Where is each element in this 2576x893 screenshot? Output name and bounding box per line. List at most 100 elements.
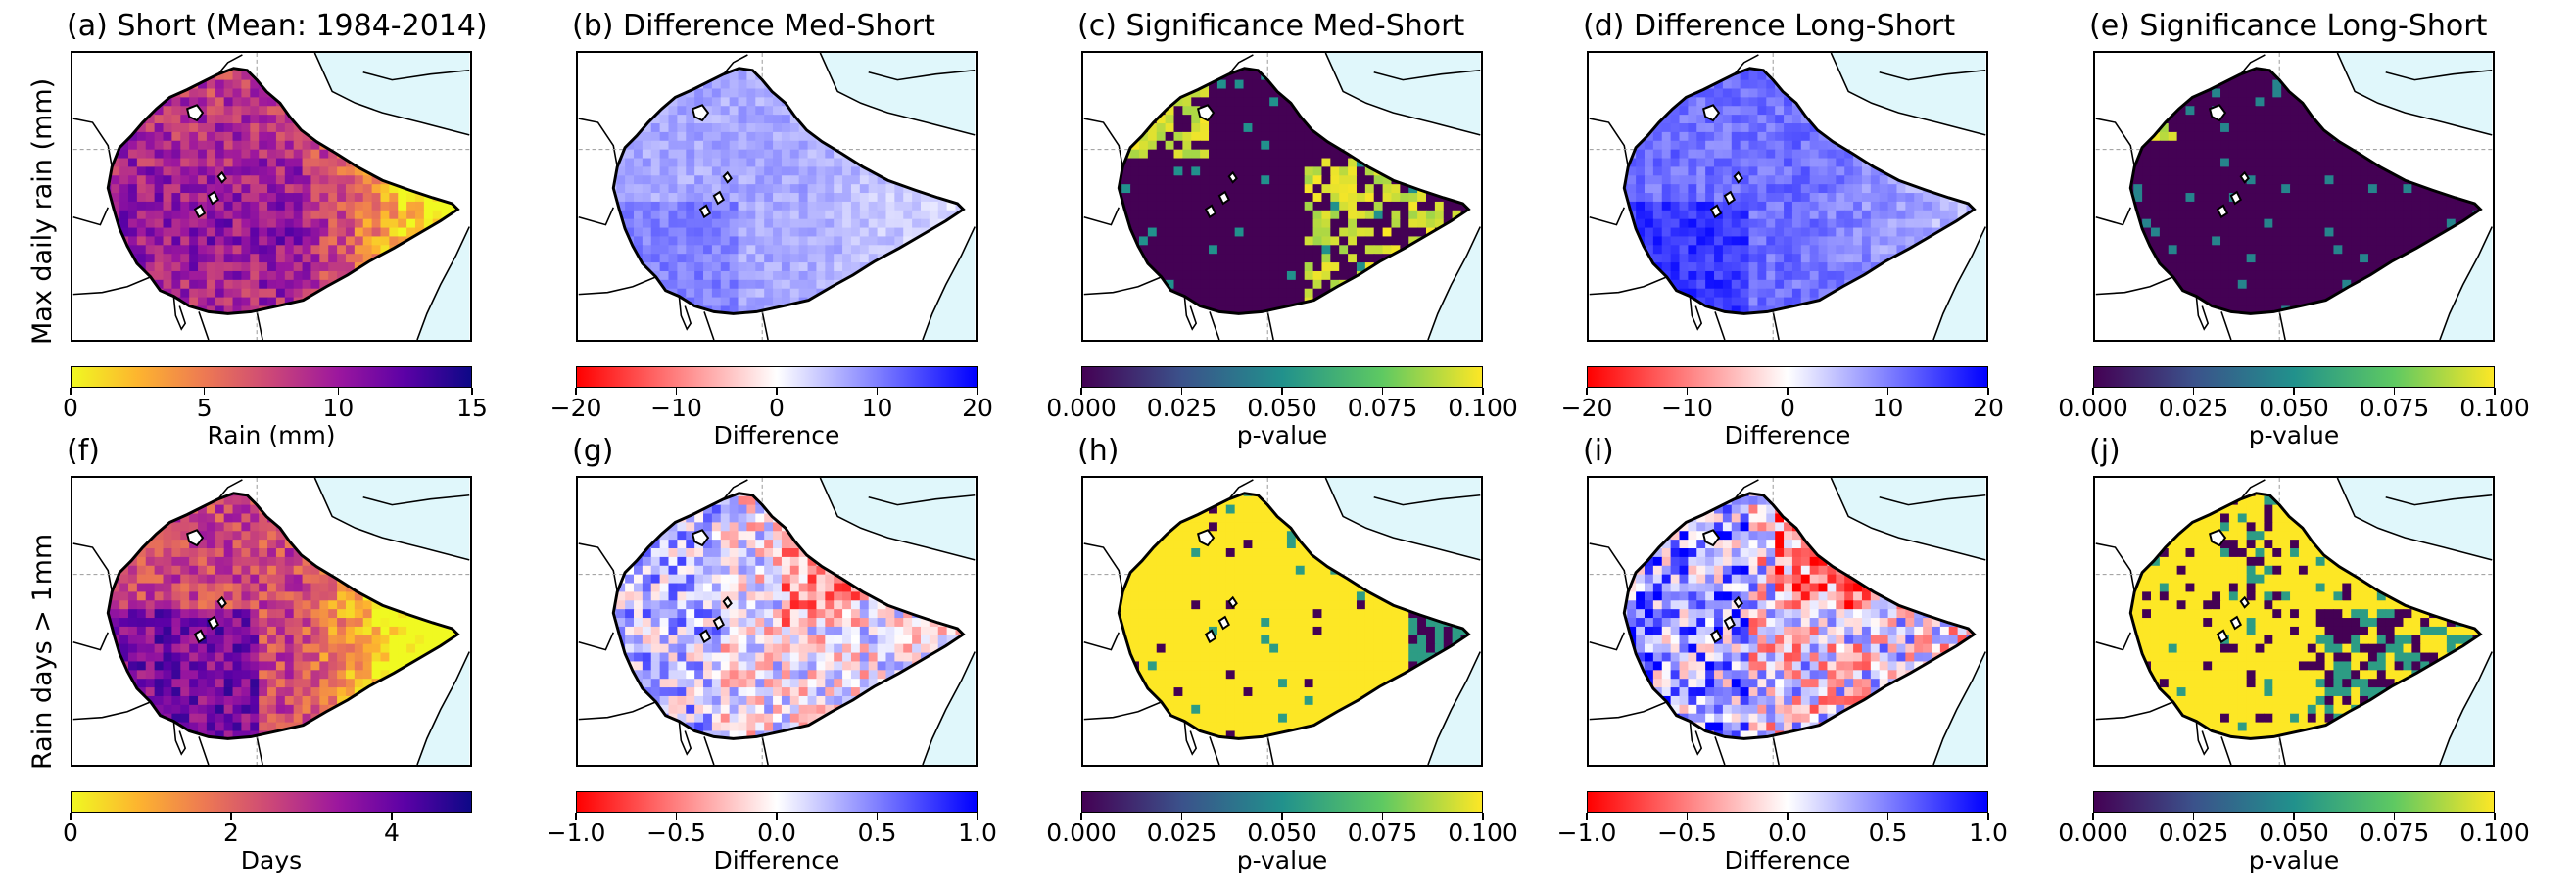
grid-cell xyxy=(869,314,878,323)
grid-cell xyxy=(310,193,320,203)
grid-cell xyxy=(1688,236,1697,246)
grid-cell xyxy=(189,210,199,220)
grid-cell xyxy=(1766,236,1776,246)
grid-cell xyxy=(1364,140,1375,151)
grid-cell xyxy=(1861,245,1872,255)
grid-cell xyxy=(1216,149,1227,160)
grid-cell xyxy=(1417,140,1427,151)
grid-cell xyxy=(1679,106,1689,116)
grid-cell xyxy=(1931,254,1941,263)
grid-cell xyxy=(119,314,128,323)
grid-cell xyxy=(215,79,225,90)
grid-cell xyxy=(773,270,783,281)
grid-cell xyxy=(398,123,407,133)
grid-cell xyxy=(1775,279,1785,290)
grid-cell xyxy=(738,149,748,160)
grid-cell xyxy=(1957,175,1968,185)
grid-cell xyxy=(293,97,304,107)
grid-cell xyxy=(1382,149,1393,160)
grid-cell xyxy=(807,218,818,229)
grid-cell xyxy=(825,201,835,212)
grid-cell xyxy=(1391,279,1401,290)
grid-cell xyxy=(241,297,251,307)
grid-cell xyxy=(1914,270,1924,281)
grid-cell xyxy=(241,254,251,263)
grid-cell xyxy=(328,106,338,116)
grid-cell xyxy=(1748,79,1759,90)
grid-cell xyxy=(746,158,756,168)
grid-cell xyxy=(738,245,748,255)
grid-cell xyxy=(711,262,722,272)
grid-cell xyxy=(894,306,904,314)
grid-cell xyxy=(1861,149,1872,160)
grid-cell xyxy=(1905,131,1915,142)
grid-cell xyxy=(293,175,304,185)
grid-cell xyxy=(111,175,120,185)
grid-cell xyxy=(1679,166,1689,176)
grid-cell xyxy=(1757,218,1767,229)
grid-cell xyxy=(250,79,260,90)
grid-cell xyxy=(1914,254,1924,263)
grid-cell xyxy=(380,210,390,220)
grid-cell xyxy=(1434,270,1445,281)
grid-cell xyxy=(171,149,181,160)
grid-cell xyxy=(1330,210,1340,220)
grid-cell xyxy=(720,88,731,98)
grid-cell xyxy=(319,166,329,176)
grid-cell xyxy=(1740,236,1750,246)
grid-cell xyxy=(1304,210,1314,220)
grid-cell xyxy=(1348,131,1358,142)
grid-cell xyxy=(1295,115,1306,124)
grid-cell xyxy=(964,175,973,184)
grid-cell xyxy=(1748,166,1759,176)
grid-cell xyxy=(1791,201,1802,212)
grid-cell xyxy=(1661,166,1672,176)
grid-cell xyxy=(223,166,234,176)
grid-cell xyxy=(659,245,670,255)
grid-cell xyxy=(1652,79,1663,90)
grid-cell xyxy=(206,106,216,116)
grid-cell xyxy=(1156,245,1167,255)
grid-cell xyxy=(108,297,112,307)
grid-cell xyxy=(302,140,312,151)
grid-cell xyxy=(1417,158,1427,168)
grid-cell xyxy=(842,184,852,194)
grid-cell xyxy=(711,306,722,314)
grid-cell xyxy=(642,236,652,246)
grid-cell xyxy=(613,88,617,98)
grid-cell xyxy=(798,106,809,116)
grid-cell xyxy=(1200,236,1210,246)
grid-cell xyxy=(108,270,112,281)
grid-cell xyxy=(354,193,364,203)
grid-cell xyxy=(259,140,268,151)
grid-cell xyxy=(868,210,879,220)
grid-cell xyxy=(1661,210,1672,220)
grid-cell xyxy=(1417,193,1427,203)
grid-cell xyxy=(729,158,739,168)
grid-cell xyxy=(1791,115,1802,124)
grid-cell xyxy=(1373,201,1384,212)
grid-cell xyxy=(798,193,809,203)
grid-cell xyxy=(1896,279,1906,290)
grid-cell xyxy=(1948,175,1959,185)
grid-cell xyxy=(1861,184,1872,194)
grid-cell xyxy=(1243,184,1254,194)
grid-cell xyxy=(1425,123,1436,133)
grid-cell xyxy=(1173,166,1183,176)
grid-cell xyxy=(877,193,887,203)
grid-cell xyxy=(1791,227,1802,238)
grid-cell xyxy=(1364,270,1375,281)
grid-cell xyxy=(1775,106,1785,116)
grid-cell xyxy=(1312,245,1323,255)
grid-cell xyxy=(1147,210,1158,220)
grid-cell xyxy=(1321,245,1331,255)
grid-cell xyxy=(111,245,120,255)
grid-cell xyxy=(789,68,800,72)
grid-cell xyxy=(371,210,382,220)
grid-cell xyxy=(1939,279,1950,290)
grid-cell xyxy=(171,79,181,90)
grid-cell xyxy=(1791,175,1802,185)
grid-cell xyxy=(398,227,407,238)
grid-cell xyxy=(1731,201,1741,212)
grid-cell xyxy=(1696,245,1706,255)
